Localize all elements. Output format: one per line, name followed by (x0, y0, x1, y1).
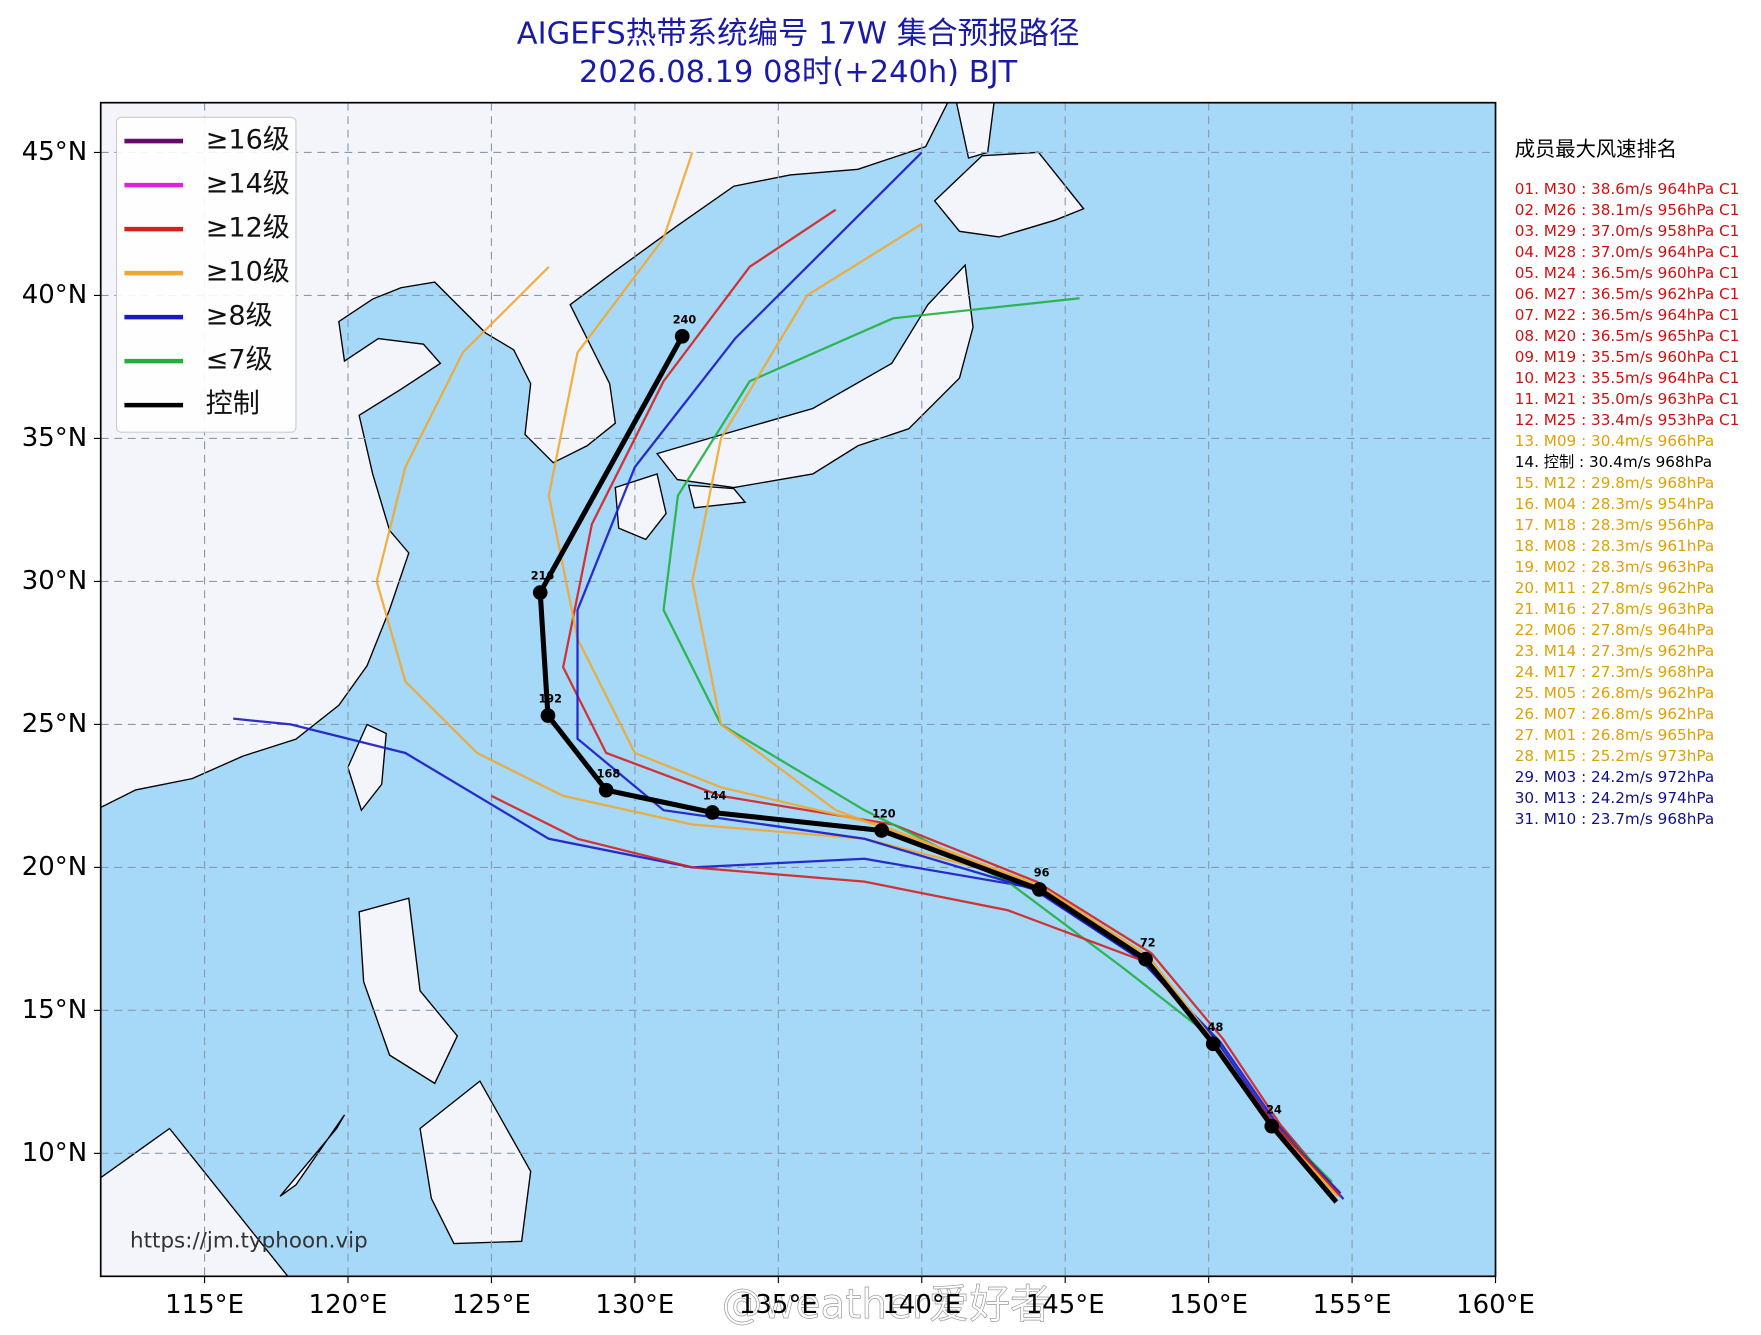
ranking-entry: 22. M06 : 27.8m/s 964hPa (1515, 621, 1714, 639)
x-tick-label: 140°E (882, 1290, 961, 1320)
y-tick-label: 20°N (22, 852, 87, 882)
subtitle: 2026.08.19 08时(+240h) BJT (579, 55, 1018, 90)
y-tick-label: 45°N (22, 137, 87, 167)
x-tick-label: 125°E (452, 1290, 531, 1320)
ranking-entry: 05. M24 : 36.5m/s 960hPa C1 (1515, 264, 1740, 282)
ranking-entry: 24. M17 : 27.3m/s 968hPa (1515, 663, 1714, 681)
ranking-entry: 09. M19 : 35.5m/s 960hPa C1 (1515, 348, 1740, 366)
ranking-title: 成员最大风速排名 (1515, 137, 1677, 161)
y-tick-label: 25°N (22, 709, 87, 739)
ranking-entry: 21. M16 : 27.8m/s 963hPa (1515, 600, 1714, 618)
member-track (561, 208, 1342, 1197)
ranking-entry: 29. M03 : 24.2m/s 972hPa (1515, 768, 1714, 786)
ranking-entry: 15. M12 : 29.8m/s 968hPa (1515, 474, 1714, 492)
legend-label: 控制 (206, 389, 260, 420)
ranking-entry: 20. M11 : 27.8m/s 962hPa (1515, 579, 1714, 597)
ranking-entry: 14. 控制 : 30.4m/s 968hPa (1515, 453, 1712, 471)
hour-label: 24 (1266, 1103, 1282, 1116)
hour-label: 240 (673, 314, 697, 327)
hour-label: 144 (703, 790, 727, 803)
legend-label: ≥14级 (206, 169, 290, 200)
member-track (233, 717, 1345, 1200)
x-tick-label: 135°E (739, 1290, 818, 1320)
x-tick-label: 150°E (1169, 1290, 1248, 1320)
ranking-entry: 06. M27 : 36.5m/s 962hPa C1 (1515, 285, 1740, 303)
ranking-entry: 03. M29 : 37.0m/s 958hPa C1 (1515, 222, 1740, 240)
grid (100, 102, 1496, 1277)
hour-label: 120 (872, 808, 896, 821)
ranking-entry: 02. M26 : 38.1m/s 956hPa C1 (1515, 201, 1740, 219)
legend-label: ≥10级 (206, 257, 290, 288)
y-tick-label: 40°N (22, 280, 87, 310)
ranking-entry: 11. M21 : 35.0m/s 963hPa C1 (1515, 390, 1740, 408)
hour-label: 96 (1034, 867, 1050, 880)
member-track (576, 151, 1342, 1195)
map-frame (99, 101, 1497, 1278)
ranking-entry: 04. M28 : 37.0m/s 964hPa C1 (1515, 243, 1740, 261)
control-point (705, 805, 720, 820)
tracks: 24 48 72 96 120 144 168 192 216 240 (233, 151, 1345, 1204)
ranking-entry: 23. M14 : 27.3m/s 962hPa (1515, 642, 1714, 660)
ranking-entry: 12. M25 : 33.4m/s 953hPa C1 (1515, 411, 1740, 429)
land (100, 102, 1085, 1277)
ranking-entry: 08. M20 : 36.5m/s 965hPa C1 (1515, 327, 1740, 345)
legend-label: ≥16级 (206, 125, 290, 156)
x-tick-label: 145°E (1026, 1290, 1105, 1320)
control-point (532, 585, 548, 600)
ranking-entry: 27. M01 : 26.8m/s 965hPa (1515, 726, 1714, 744)
control-point (1032, 882, 1047, 897)
ranking-entry: 30. M13 : 24.2m/s 974hPa (1515, 789, 1714, 807)
ranking-entry: 28. M15 : 25.2m/s 973hPa (1515, 747, 1714, 765)
title: AIGEFS热带系统编号 17W 集合预报路径 (517, 16, 1080, 51)
x-tick-label: 130°E (595, 1290, 674, 1320)
ranking-entry: 19. M02 : 28.3m/s 963hPa (1515, 558, 1714, 576)
watermark: @weather爱好者 (722, 1280, 1051, 1328)
x-tick-label: 115°E (165, 1290, 244, 1320)
control-point (1205, 1036, 1221, 1052)
y-tick-label: 10°N (22, 1138, 87, 1168)
ranking-entry: 31. M10 : 23.7m/s 968hPa (1515, 810, 1714, 828)
x-tick-label: 120°E (309, 1290, 388, 1320)
y-tick-label: 35°N (22, 423, 87, 453)
ranking-entry: 25. M05 : 26.8m/s 962hPa (1515, 684, 1714, 702)
ranking-entry: 16. M04 : 28.3m/s 954hPa (1515, 495, 1714, 513)
legend-label: ≥12级 (206, 213, 290, 244)
hour-label: 168 (597, 767, 621, 780)
control-point (1264, 1118, 1280, 1134)
map-area: 24 48 72 96 120 144 168 192 216 240 (100, 102, 1496, 1277)
hour-label: 216 (531, 570, 555, 583)
control-point (540, 708, 556, 723)
control-point (598, 782, 614, 798)
x-tick-label: 155°E (1313, 1290, 1392, 1320)
legend-label: ≥8级 (206, 301, 273, 332)
ranking-entry: 17. M18 : 28.3m/s 956hPa (1515, 516, 1714, 534)
ranking-entry: 18. M08 : 28.3m/s 961hPa (1515, 537, 1714, 555)
hour-label: 192 (538, 693, 562, 706)
ranking-entry: 13. M09 : 30.4m/s 966hPa (1515, 432, 1714, 450)
hour-label: 72 (1140, 936, 1156, 949)
ranking-entry: 01. M30 : 38.6m/s 964hPa C1 (1515, 180, 1740, 198)
source-url: https://jm.typhoon.vip (130, 1228, 368, 1253)
ranking-entry: 26. M07 : 26.8m/s 962hPa (1515, 705, 1714, 723)
ranking-entry: 10. M23 : 35.5m/s 964hPa C1 (1515, 369, 1740, 387)
y-tick-label: 30°N (22, 566, 87, 596)
x-tick-label: 160°E (1456, 1290, 1535, 1320)
ranking-entry: 07. M22 : 36.5m/s 964hPa C1 (1515, 306, 1740, 324)
y-tick-label: 15°N (22, 995, 87, 1025)
hour-label: 48 (1208, 1021, 1224, 1034)
control-point (1138, 951, 1153, 967)
legend-box (115, 116, 297, 433)
control-point (874, 823, 889, 838)
control-point (674, 328, 690, 344)
legend-label: ≤7级 (206, 345, 273, 376)
